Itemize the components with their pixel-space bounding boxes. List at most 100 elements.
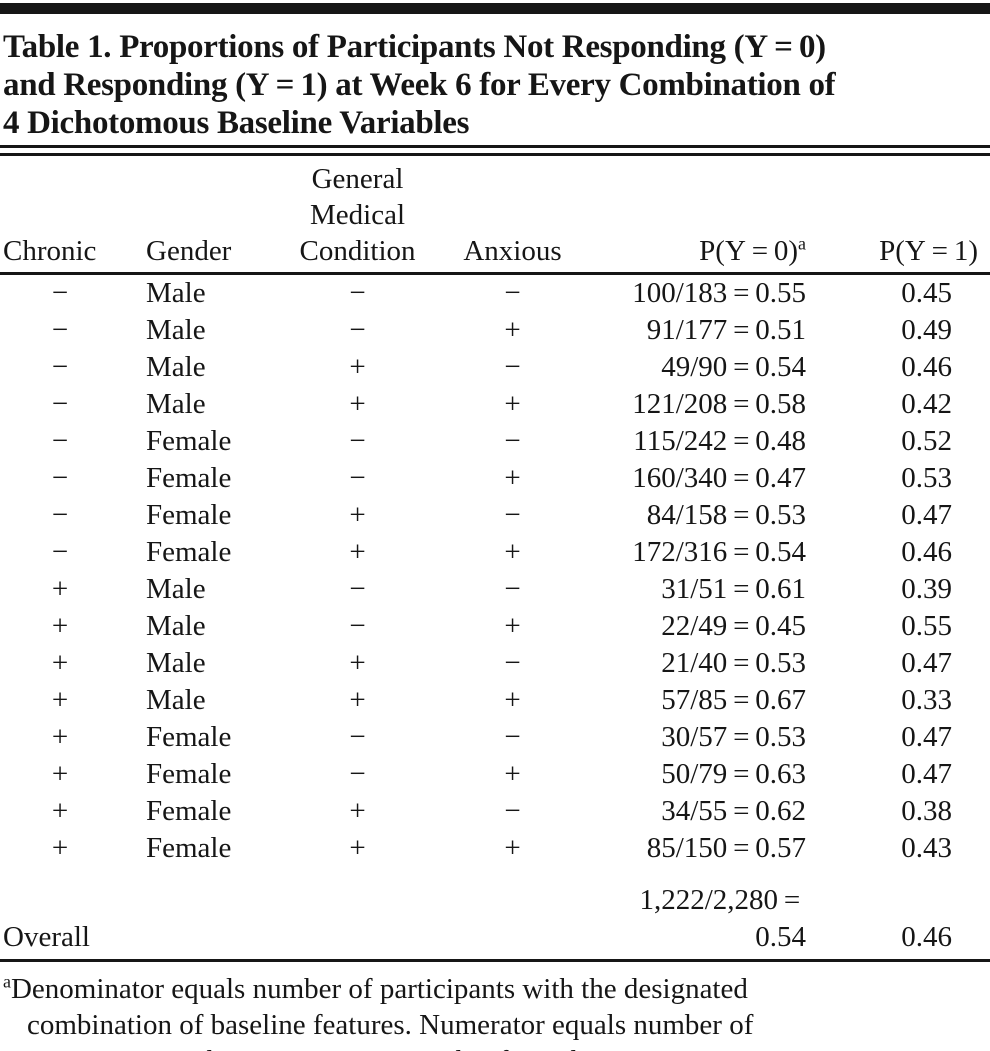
cell-chronic: + <box>51 795 69 827</box>
cell-gmc: − <box>349 425 366 457</box>
cell-p-y0: 21/40 = 0.53 <box>661 647 806 679</box>
cell-gender: Female <box>146 536 232 568</box>
cell-anxious: + <box>504 832 521 864</box>
cell-chronic: + <box>51 832 69 864</box>
cell-p-y1: 0.55 <box>901 610 952 642</box>
column-header-p-y1: P(Y = 1) <box>820 156 990 275</box>
table-row: + Male − − 31/51 = 0.61 0.39 <box>0 571 990 608</box>
table-title-line-1: Table 1. Proportions of Participants Not… <box>3 29 826 65</box>
cell-gmc: − <box>349 610 366 642</box>
cell-p-y1: 0.46 <box>901 351 952 383</box>
cell-p-y0: 30/57 = 0.53 <box>661 721 806 753</box>
cell-p-y1: 0.39 <box>901 573 952 605</box>
cell-p-y0: 84/158 = 0.53 <box>646 499 806 531</box>
cell-p-y1: 0.52 <box>901 425 952 457</box>
cell-gender: Male <box>146 351 206 383</box>
cell-p-y0: 100/183 = 0.55 <box>632 277 806 309</box>
table-footnote: aDenominator equals number of participan… <box>0 971 990 1051</box>
table-title: Table 1. Proportions of Participants Not… <box>0 28 990 142</box>
cell-chronic: − <box>51 277 69 309</box>
cell-gmc: − <box>349 721 366 753</box>
cell-p-y1: 0.47 <box>901 721 952 753</box>
column-header-gender: Gender <box>120 156 280 275</box>
cell-p-y1: 0.46 <box>901 536 952 568</box>
table-row: − Male − + 91/177 = 0.51 0.49 <box>0 312 990 349</box>
cell-anxious: − <box>504 721 521 753</box>
cell-gmc: + <box>349 388 366 420</box>
cell-anxious: − <box>504 573 521 605</box>
cell-p-y1: 0.45 <box>901 277 952 309</box>
cell-p-y1: 0.47 <box>901 647 952 679</box>
cell-chronic: − <box>51 388 69 420</box>
table-row: − Female − − 115/242 = 0.48 0.52 <box>0 423 990 460</box>
cell-chronic: − <box>51 499 69 531</box>
table-row: − Male + − 49/90 = 0.54 0.46 <box>0 349 990 386</box>
column-header-chronic: Chronic <box>0 156 120 275</box>
footnote-line-2: combination of baseline features. Numera… <box>27 1009 754 1041</box>
cell-p-y0: 85/150 = 0.57 <box>646 832 806 864</box>
overall-row: Overall 1,222/2,280 = 0.54 0.46 <box>0 867 990 956</box>
table-title-line-3: 4 Dichotomous Baseline Variables <box>3 105 470 141</box>
cell-gmc: − <box>349 462 366 494</box>
cell-p-y1: 0.47 <box>901 758 952 790</box>
cell-chronic: − <box>51 314 69 346</box>
cell-anxious: + <box>504 314 521 346</box>
cell-anxious: − <box>504 425 521 457</box>
cell-gender: Male <box>146 277 206 309</box>
cell-p-y1: 0.38 <box>901 795 952 827</box>
table-row: + Female + − 34/55 = 0.62 0.38 <box>0 793 990 830</box>
cell-gmc: + <box>349 795 366 827</box>
cell-chronic: + <box>51 647 69 679</box>
table-row: + Female − + 50/79 = 0.63 0.47 <box>0 756 990 793</box>
p-y0-footnote-marker: a <box>798 233 806 254</box>
cell-chronic: − <box>51 536 69 568</box>
table-row: − Male − − 100/183 = 0.55 0.45 <box>0 274 990 313</box>
cell-gender: Female <box>146 795 232 827</box>
table-row: − Female + + 172/316 = 0.54 0.46 <box>0 534 990 571</box>
cell-chronic: − <box>51 351 69 383</box>
cell-gender: Female <box>146 425 232 457</box>
header-row: Chronic Gender General Medical Condition… <box>0 156 990 275</box>
cell-p-y1: 0.47 <box>901 499 952 531</box>
cell-anxious: + <box>504 388 521 420</box>
gmc-header-line-2: Medical <box>309 199 405 231</box>
cell-anxious: + <box>504 684 521 716</box>
cell-gender: Female <box>146 721 232 753</box>
cell-gender: Male <box>146 684 206 716</box>
cell-gender: Female <box>146 462 232 494</box>
gmc-header-line-3: Condition <box>299 235 416 267</box>
table-row: + Male + + 57/85 = 0.67 0.33 <box>0 682 990 719</box>
footnote-marker: a <box>3 971 11 992</box>
cell-gmc: − <box>349 277 366 309</box>
table-row: − Female − + 160/340 = 0.47 0.53 <box>0 460 990 497</box>
cell-p-y0: 49/90 = 0.54 <box>661 351 806 383</box>
cell-gmc: + <box>349 647 366 679</box>
cell-gmc: − <box>349 758 366 790</box>
cell-anxious: + <box>504 536 521 568</box>
cell-p-y1: 0.43 <box>901 832 952 864</box>
table-row: + Female − − 30/57 = 0.53 0.47 <box>0 719 990 756</box>
cell-gmc: + <box>349 684 366 716</box>
cell-anxious: − <box>504 795 521 827</box>
top-heavy-rule <box>0 3 990 14</box>
footnote-line-1: aDenominator equals number of participan… <box>3 971 990 1007</box>
p-y0-label: P(Y = 0) <box>699 235 799 267</box>
table-header: Chronic Gender General Medical Condition… <box>0 156 990 275</box>
table-row: − Female + − 84/158 = 0.53 0.47 <box>0 497 990 534</box>
table-row: + Male − + 22/49 = 0.45 0.55 <box>0 608 990 645</box>
cell-p-y1: 0.53 <box>901 462 952 494</box>
column-header-anxious: Anxious <box>435 156 590 275</box>
cell-p-y1: 0.33 <box>901 684 952 716</box>
cell-chronic: + <box>51 573 69 605</box>
table-row: − Male + + 121/208 = 0.58 0.42 <box>0 386 990 423</box>
cell-gmc: − <box>349 314 366 346</box>
cell-gender: Female <box>146 758 232 790</box>
table-body: − Male − − 100/183 = 0.55 0.45 − Male − … <box>0 274 990 957</box>
cell-chronic: − <box>51 462 69 494</box>
column-header-general-medical-condition: General Medical Condition <box>280 156 435 275</box>
paper-table-page: Table 1. Proportions of Participants Not… <box>0 3 990 1051</box>
cell-p-y1: 0.42 <box>901 388 952 420</box>
gmc-header-line-1: General <box>311 163 404 195</box>
cell-p-y1: 0.49 <box>901 314 952 346</box>
overall-p-y0: 1,222/2,280 = 0.54 <box>639 884 806 953</box>
